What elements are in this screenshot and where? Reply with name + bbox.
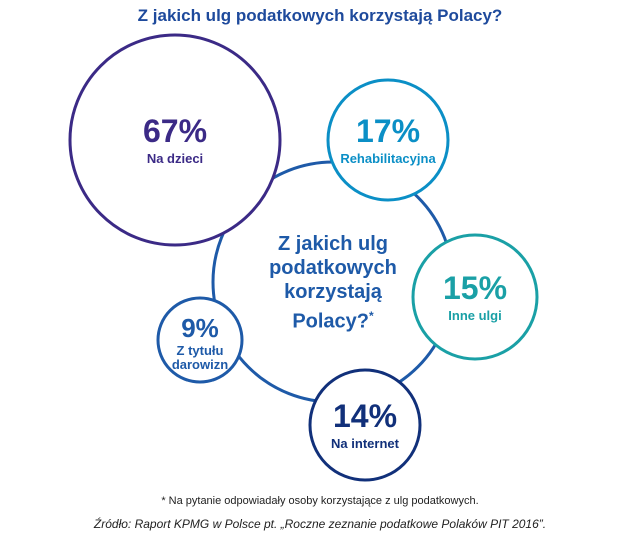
category-label: Na internet bbox=[331, 436, 399, 451]
category-label: Na dzieci bbox=[146, 151, 204, 166]
value-label: 9% bbox=[181, 313, 219, 343]
bubble bbox=[411, 233, 539, 361]
category-label: Z tytułu darowizn bbox=[171, 343, 229, 373]
bubble bbox=[156, 296, 244, 384]
bubble bbox=[326, 78, 450, 202]
value-label: 67% bbox=[142, 113, 208, 149]
footnote: * Na pytanie odpowiadały osoby korzystaj… bbox=[161, 495, 479, 507]
value-label: 17% bbox=[355, 113, 421, 149]
bubble bbox=[308, 368, 422, 482]
category-label: Rehabilitacyjna bbox=[340, 151, 436, 166]
chart-title: Z jakich ulg podatkowych korzystają Pola… bbox=[137, 6, 503, 25]
center-text: Z jakich ulg podatkowych korzystają Pola… bbox=[269, 233, 397, 333]
value-label: 15% bbox=[442, 270, 508, 306]
center-label: Z jakich ulg podatkowych korzystają Pola… bbox=[268, 232, 398, 334]
category-label: Inne ulgi bbox=[448, 308, 502, 323]
center-marker: * bbox=[369, 309, 374, 323]
bubble bbox=[68, 33, 282, 247]
source: Źródło: Raport KPMG w Polsce pt. „Roczne… bbox=[93, 517, 547, 531]
value-label: 14% bbox=[332, 398, 398, 434]
